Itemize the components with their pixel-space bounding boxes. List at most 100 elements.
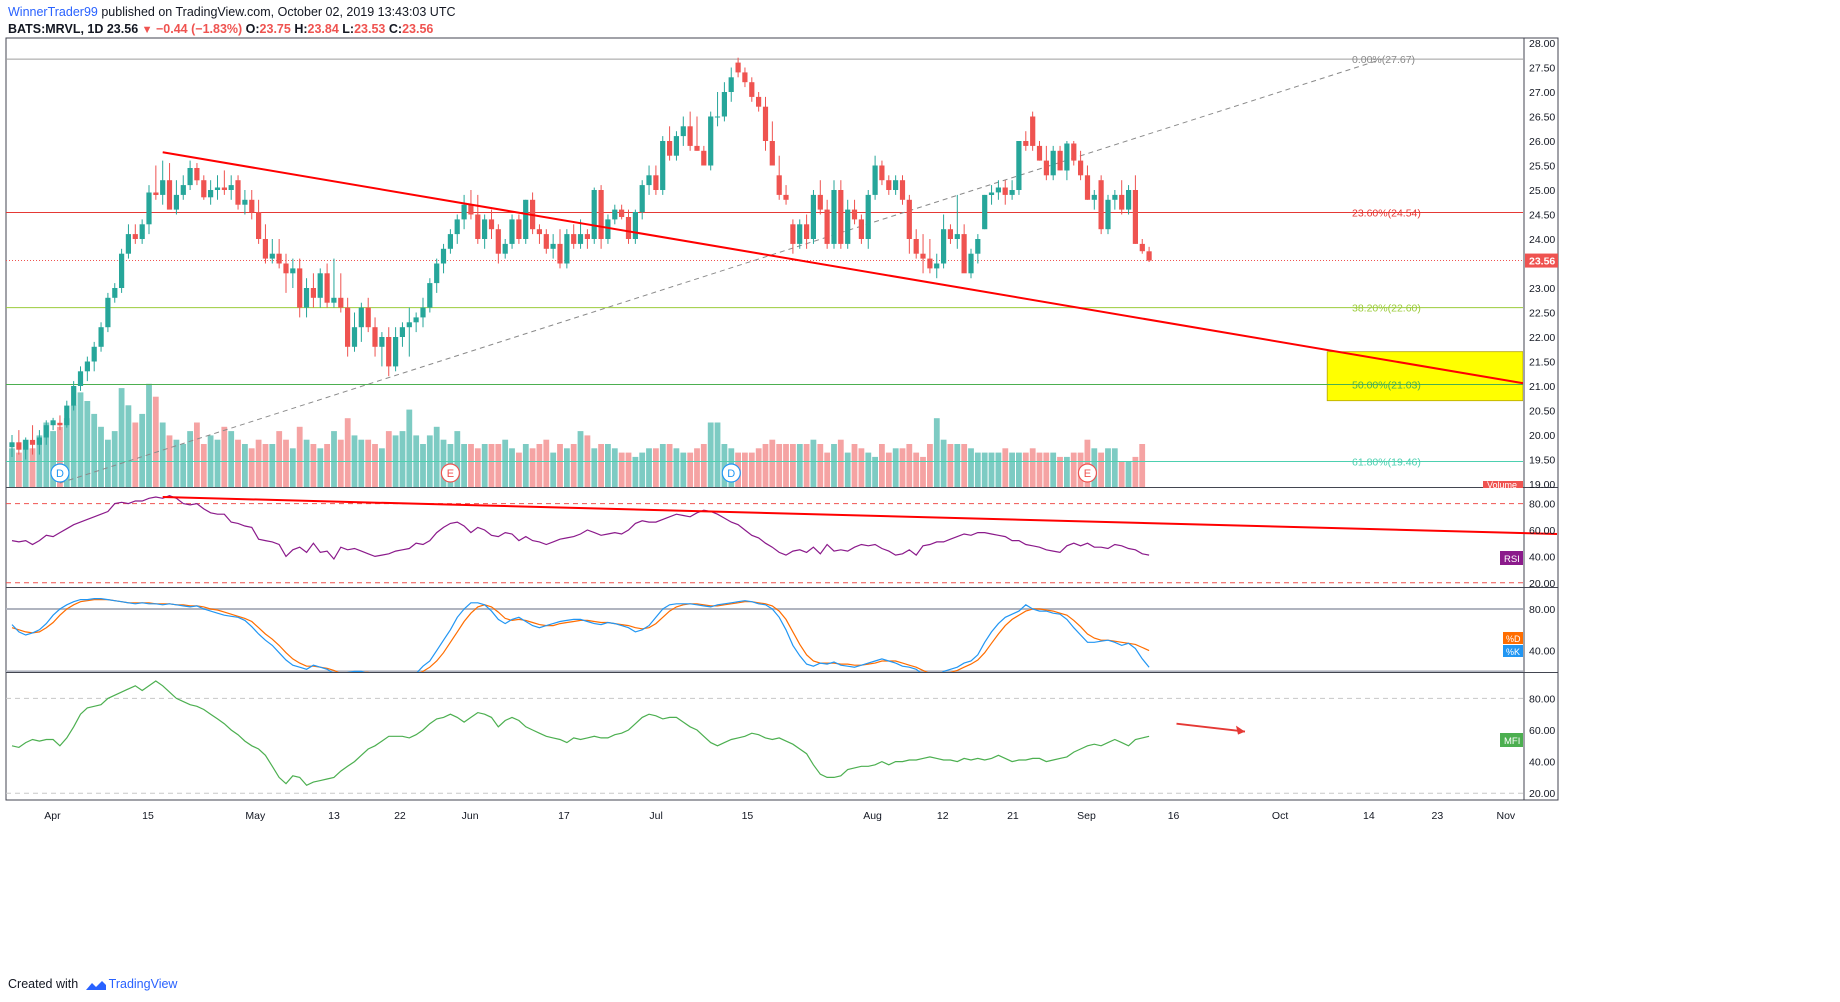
stoch-k-tag-label: %K [1506, 647, 1520, 657]
event-marker[interactable]: E [440, 463, 460, 483]
volume-bar [289, 448, 296, 487]
candle-body [851, 209, 858, 220]
candle-body [482, 219, 488, 239]
open-label: O: [245, 22, 260, 36]
candle [701, 145, 707, 166]
volume-bar [29, 448, 36, 487]
candle-body [208, 190, 214, 198]
candle [605, 214, 611, 244]
candle [338, 273, 344, 313]
price-tick-label: 23.00 [1529, 283, 1555, 295]
candle [393, 327, 399, 372]
candle [1126, 185, 1132, 215]
volume-bar [625, 452, 632, 487]
candle [584, 229, 590, 249]
price-tick-label: 21.00 [1529, 381, 1555, 393]
volume-bar [1111, 448, 1118, 487]
price-tick-label: 24.00 [1529, 234, 1555, 246]
event-marker[interactable]: E [1077, 463, 1098, 483]
candle [1050, 145, 1056, 181]
volume-bar [1070, 452, 1077, 487]
candle [687, 111, 693, 151]
earnings-marker[interactable] [1077, 463, 1098, 483]
volume-bar [653, 448, 659, 487]
candle-body [961, 234, 967, 274]
candle [242, 190, 248, 215]
candle [262, 224, 268, 264]
volume-bar [57, 426, 63, 487]
event-marker[interactable]: D [50, 463, 70, 483]
candle-body [571, 234, 577, 244]
candle-body [550, 243, 556, 249]
candle [516, 214, 522, 244]
candle [927, 239, 933, 274]
candle [893, 175, 899, 195]
candle-body [1084, 175, 1091, 200]
candle [858, 214, 864, 244]
earnings-marker[interactable] [440, 463, 460, 483]
candle [303, 278, 310, 318]
volume-bar [9, 448, 15, 487]
candle-body [858, 219, 864, 239]
mfi-tick-label: 80.00 [1529, 693, 1555, 705]
candle [667, 126, 673, 161]
tradingview-link[interactable]: TradingView [108, 977, 178, 991]
candle-body [331, 297, 337, 303]
volume-bar [892, 448, 899, 487]
candle [331, 258, 337, 308]
author-link[interactable]: WinnerTrader99 [8, 5, 98, 19]
candle-body [790, 224, 796, 244]
rsi-tag [1500, 551, 1523, 565]
candle-body [16, 442, 22, 450]
candle [228, 175, 234, 200]
candle [571, 224, 577, 249]
volume-bar [1016, 452, 1022, 487]
price-tick-label: 27.00 [1529, 87, 1555, 99]
candle [968, 248, 974, 279]
volume-bar [1118, 461, 1125, 487]
rsi-tag-label: RSI [1504, 554, 1520, 565]
volume-bar [84, 401, 91, 487]
candle-body [249, 199, 255, 213]
event-marker[interactable]: D [721, 463, 741, 483]
candle-body [84, 361, 90, 372]
rsi-pane[interactable] [6, 495, 1523, 584]
candle-body [673, 136, 679, 156]
candle-body [173, 194, 179, 210]
candle [365, 297, 371, 333]
candle [297, 258, 303, 318]
volume-bar [885, 452, 892, 487]
candle-body [557, 243, 563, 264]
candle-body [975, 239, 981, 254]
candle [1119, 180, 1125, 215]
stochastic-pane[interactable] [6, 597, 1523, 678]
volume-bar [235, 439, 241, 487]
candle-body [968, 253, 974, 274]
candle-body [536, 229, 542, 235]
candle-body [872, 165, 878, 195]
fib-trend-dashed-line [59, 58, 1383, 484]
candle [557, 229, 563, 269]
candle-body [735, 62, 741, 73]
price-tick-label: 25.50 [1529, 161, 1555, 173]
candle-body [365, 307, 371, 328]
volume-bar [516, 452, 522, 487]
volume-bar [947, 444, 954, 487]
candle-body [98, 327, 104, 347]
volume-bar [858, 448, 865, 487]
volume-bar [1029, 448, 1036, 487]
stoch-k-tag [1503, 645, 1523, 657]
mfi-pane[interactable] [6, 680, 1523, 794]
candle [810, 190, 816, 244]
candle [721, 82, 727, 122]
symbol-label[interactable]: BATS:MRVL, 1D [8, 22, 104, 36]
volume-bar [1050, 452, 1057, 487]
candle-body [1146, 251, 1152, 261]
dividend-marker[interactable] [721, 463, 741, 483]
volume-bar [365, 439, 372, 487]
price-pane[interactable]: 0.00%(27.67) 23.60%(24.54) 38.20%(22.60) 50… [6, 54, 1540, 487]
dividend-marker[interactable] [50, 463, 70, 483]
candle [119, 248, 125, 293]
candle-body [139, 224, 145, 239]
